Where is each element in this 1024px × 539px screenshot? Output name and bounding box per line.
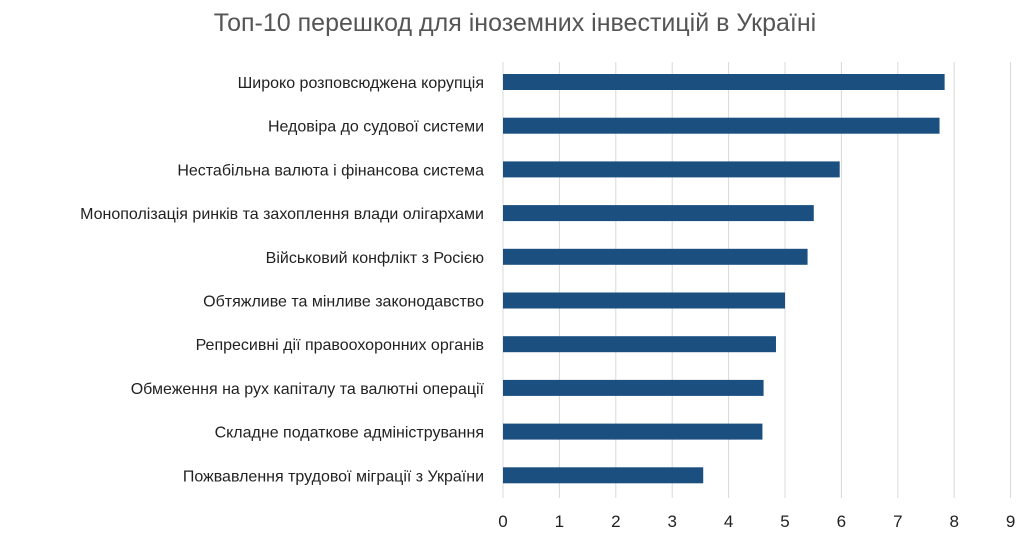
bar bbox=[503, 467, 704, 484]
x-tick-label: 0 bbox=[498, 512, 507, 531]
category-label: Монополізація ринків та захоплення влади… bbox=[80, 206, 484, 223]
bar bbox=[503, 117, 940, 134]
x-tick-label: 3 bbox=[667, 512, 676, 531]
chart-title: Топ-10 перешкод для іноземних інвестицій… bbox=[214, 9, 816, 37]
x-tick-label: 1 bbox=[555, 512, 564, 531]
x-tick-label: 2 bbox=[611, 512, 620, 531]
x-axis-tick-labels: 0 1 2 3 4 5 6 7 8 9 bbox=[498, 512, 1015, 531]
x-tick-label: 6 bbox=[837, 512, 846, 531]
category-label: Репресивні дії правоохоронних органів bbox=[196, 337, 484, 354]
x-tick-label: 9 bbox=[1006, 512, 1015, 531]
bar bbox=[503, 74, 945, 90]
gridlines bbox=[502, 62, 1012, 498]
x-tick-label: 5 bbox=[780, 512, 789, 531]
bar bbox=[503, 292, 785, 309]
x-tick-label: 8 bbox=[949, 512, 958, 531]
category-label: Складне податкове адміністрування bbox=[215, 425, 484, 442]
category-label: Обтяжливе та мінливе законодавство bbox=[203, 294, 484, 311]
category-label: Недовіра до судової системи bbox=[268, 119, 484, 136]
x-tick-label: 4 bbox=[724, 512, 733, 531]
category-label: Військовий конфлікт з Росією bbox=[266, 250, 484, 267]
bar bbox=[503, 379, 764, 396]
category-label: Нестабільна валюта і фінансова система bbox=[177, 162, 484, 179]
category-label: Пожвавлення трудової міграції з України bbox=[183, 468, 484, 485]
bar bbox=[503, 161, 840, 178]
category-labels: Широко розповсюджена корупція Недовіра до… bbox=[80, 75, 484, 485]
bar bbox=[503, 205, 814, 222]
bar bbox=[503, 248, 808, 265]
bar bbox=[503, 336, 776, 353]
bar bbox=[503, 423, 763, 440]
x-tick-label: 7 bbox=[893, 512, 902, 531]
category-label: Обмеження на рух капіталу та валютні опе… bbox=[131, 381, 485, 398]
category-label: Широко розповсюджена корупція bbox=[238, 75, 484, 92]
bars bbox=[503, 74, 945, 484]
